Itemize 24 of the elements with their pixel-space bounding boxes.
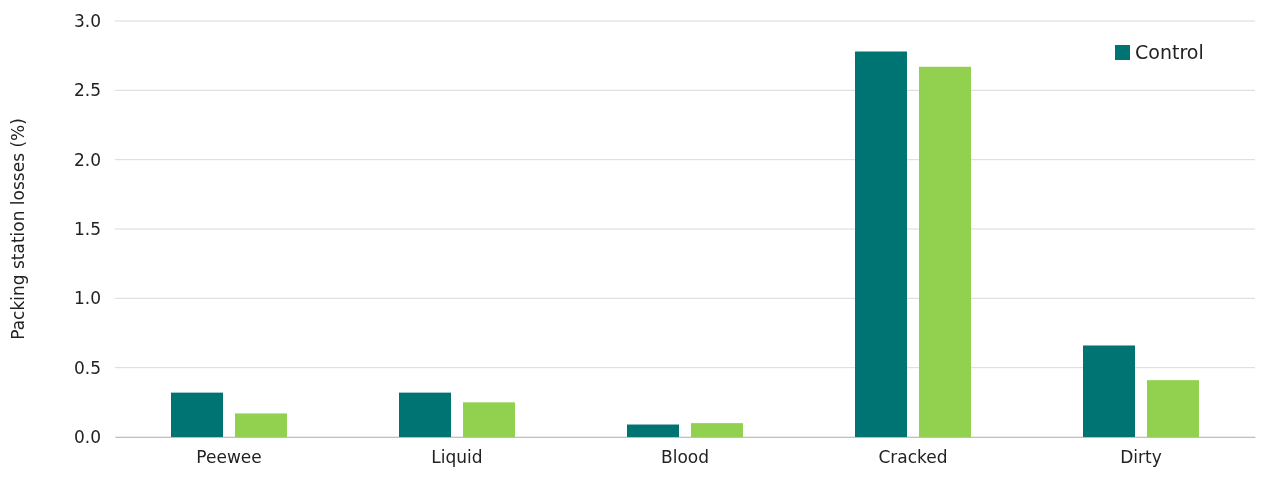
bar (1147, 380, 1199, 437)
y-tick-label: 0.5 (73, 357, 101, 378)
y-tick-label: 1.5 (73, 218, 101, 239)
legend-label: Control (1135, 41, 1204, 63)
y-axis-title: Packing station losses (%) (8, 118, 28, 340)
x-tick-label: Blood (661, 447, 709, 468)
bar (691, 423, 743, 437)
y-tick-label: 0.0 (73, 426, 101, 447)
y-tick-label: 2.5 (73, 80, 101, 101)
bar (627, 424, 679, 437)
bar (919, 66, 971, 437)
bar (1083, 345, 1135, 437)
y-tick-label: 3.0 (73, 10, 101, 31)
bar (463, 402, 515, 437)
bar (171, 392, 223, 437)
y-tick-label: 2.0 (73, 149, 101, 170)
bar (855, 51, 907, 437)
y-tick-label: 1.0 (73, 288, 101, 309)
x-tick-label: Liquid (431, 447, 483, 468)
x-tick-label: Cracked (878, 447, 948, 468)
x-tick-label: Dirty (1120, 447, 1162, 468)
x-tick-label: Peewee (196, 447, 262, 468)
bar (399, 392, 451, 437)
bar (235, 413, 287, 437)
